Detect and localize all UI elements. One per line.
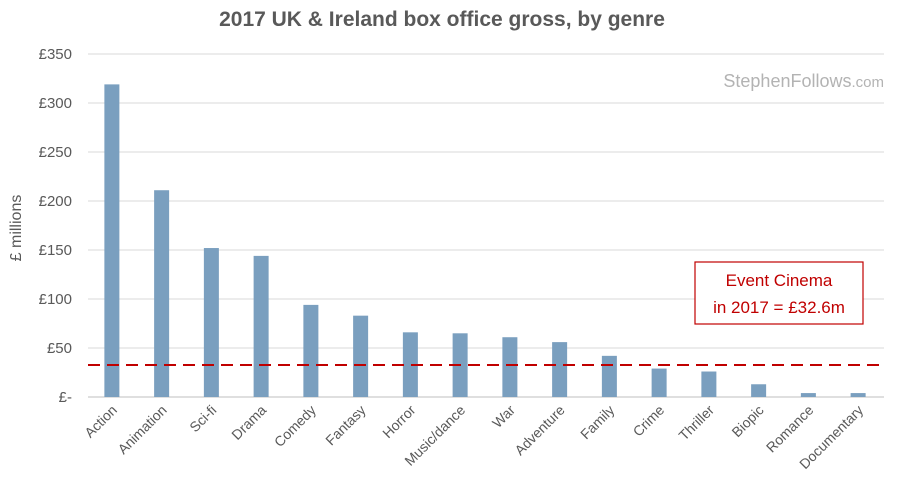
bar-crime [651,368,667,397]
annotation-line-1: Event Cinema [726,271,833,290]
x-tick-label: Adventure [511,402,568,459]
x-tick-label: Biopic [728,402,766,440]
y-tick-label: £300 [39,95,72,112]
x-tick-label: Drama [228,402,269,443]
bar-biopic [751,384,767,397]
x-tick-label: Crime [630,402,668,440]
x-tick-label: War [489,402,518,431]
watermark: StephenFollows.com [723,71,884,91]
y-tick-label: £350 [39,46,72,63]
y-tick-label: £50 [47,340,72,357]
x-tick-label: Action [81,402,120,441]
bar-horror [402,332,418,397]
bar-romance [800,393,816,397]
x-tick-label: Family [577,402,617,442]
bar-documentary [850,393,866,397]
bar-adventure [552,342,568,397]
x-tick-label: Comedy [271,402,319,450]
watermark-tld: .com [851,74,884,91]
event-cinema-annotation: Event Cinema in 2017 = £32.6m [694,261,864,325]
chart-title: 2017 UK & Ireland box office gross, by g… [219,8,665,31]
bar-comedy [303,304,319,397]
annotation-line-2: in 2017 = £32.6m [713,298,845,317]
y-tick-label: £- [59,389,72,406]
y-axis-label: £ millions [8,195,25,262]
y-tick-label: £200 [39,193,72,210]
y-tick-label: £250 [39,144,72,161]
bar-war [502,337,518,397]
x-tick-label: Thriller [675,402,717,444]
bar-thriller [701,371,717,397]
y-tick-label: £150 [39,242,72,259]
bar-fantasy [353,315,369,397]
bars [104,84,866,397]
annotation-box [694,261,864,325]
bar-family [601,355,617,397]
y-tick-label: £100 [39,291,72,308]
bar-drama [253,255,269,397]
x-tick-label: Fantasy [322,402,369,449]
bar-sci-fi [203,248,219,397]
x-tick-label: Horror [379,402,419,442]
bar-action [104,84,120,397]
bar-animation [154,190,170,397]
x-tick-label: Sci-fi [186,402,219,435]
gridlines [88,53,884,398]
y-tick-labels: £- £50 £100 £150 £200 £250 £300 £350 [39,46,72,406]
watermark-name: StephenFollows [723,71,851,91]
x-tick-label: Animation [114,402,169,457]
